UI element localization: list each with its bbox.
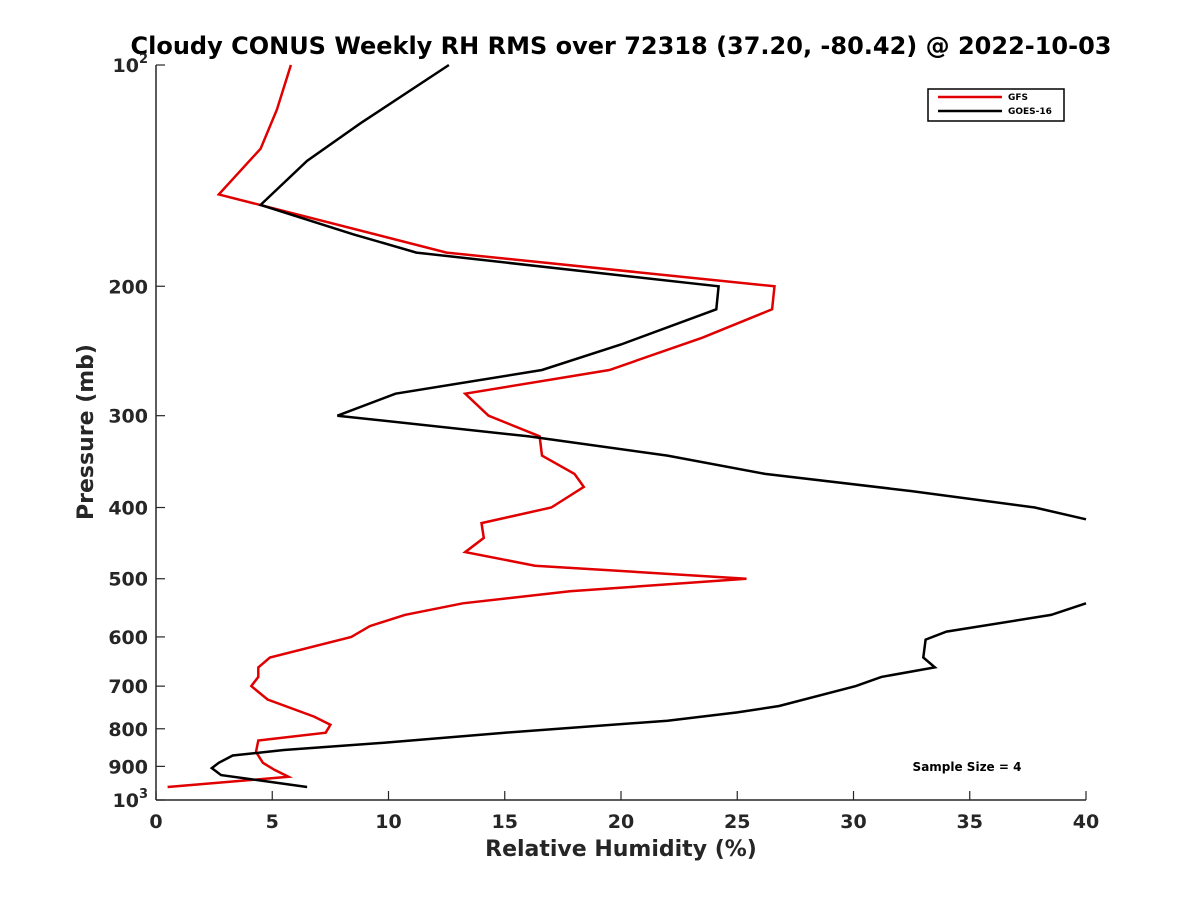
x-tick-label: 0	[149, 811, 162, 833]
y-tick-label: 700	[108, 676, 148, 698]
y-tick-label: 600	[108, 627, 148, 649]
series-line-goes16-1	[258, 63, 1087, 521]
x-tick-label: 15	[492, 811, 518, 833]
axes	[155, 65, 1086, 801]
y-tick-label: 103	[113, 787, 149, 812]
y-tick-label: 500	[108, 569, 148, 591]
x-tick-label: 10	[375, 811, 401, 833]
x-tick-label: 20	[608, 811, 634, 833]
chart-title: Cloudy CONUS Weekly RH RMS over 72318 (3…	[131, 32, 1112, 60]
y-tick-label: 102	[113, 52, 149, 77]
x-tick-label: 35	[957, 811, 983, 833]
x-ticks: 0 5 10 15 20 25 30 35 40	[149, 791, 1099, 833]
x-tick-label: 25	[724, 811, 750, 833]
y-tick-label: 300	[108, 406, 148, 428]
y-axis-label: Pressure (mb)	[74, 344, 99, 520]
legend-label-goes16: GOES-16	[1008, 107, 1052, 117]
series-line-gfs-0	[167, 64, 776, 789]
x-tick-label: 40	[1073, 811, 1099, 833]
x-tick-label: 5	[266, 811, 279, 833]
sample-size-annotation: Sample Size = 4	[913, 760, 1022, 774]
series-line-goes16-2	[209, 602, 1087, 789]
legend-label-gfs: GFS	[1008, 93, 1028, 103]
y-ticks: 102 200 300 400 500 600 700 800 900 103	[108, 52, 165, 812]
y-tick-label: 200	[108, 276, 148, 298]
series-layer	[167, 63, 1087, 789]
legend: GFS GOES-16	[927, 88, 1065, 122]
y-tick-label: 400	[108, 498, 148, 520]
x-tick-label: 30	[840, 811, 866, 833]
y-tick-label: 900	[108, 756, 148, 778]
legend-box	[927, 88, 1065, 122]
x-axis-label: Relative Humidity (%)	[485, 837, 757, 862]
y-tick-label: 800	[108, 719, 148, 741]
